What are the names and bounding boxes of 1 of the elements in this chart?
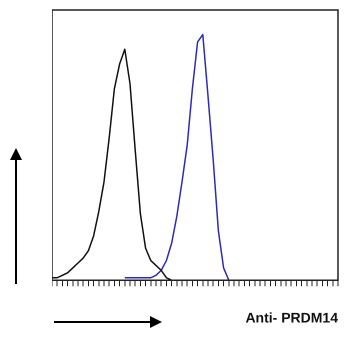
x-axis-title: Anti- PRDM14 bbox=[245, 309, 338, 326]
